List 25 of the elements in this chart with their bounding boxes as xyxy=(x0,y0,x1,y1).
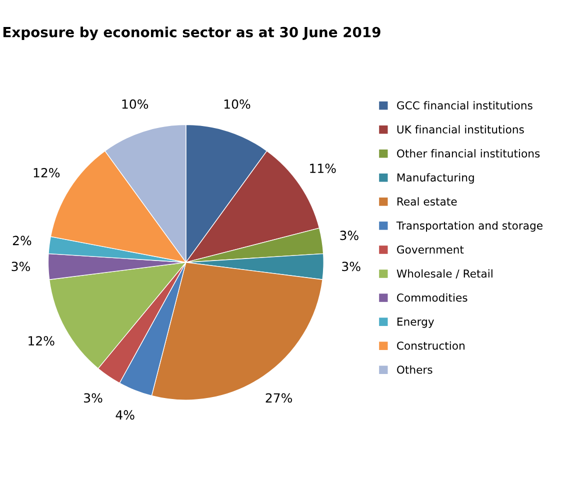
data-label: 11% xyxy=(310,164,336,174)
legend-label: Others xyxy=(397,365,432,374)
data-label: 4% xyxy=(116,410,134,420)
legend-label: Construction xyxy=(397,341,464,350)
data-label: 3% xyxy=(342,262,360,272)
legend-label: Other financial institutions xyxy=(397,149,540,158)
legend-label: GCC financial institutions xyxy=(397,101,532,110)
data-label: 10% xyxy=(224,99,250,109)
data-label: 27% xyxy=(266,393,292,403)
chart-title: Exposure by economic sector as at 30 June 2019 xyxy=(3,26,380,40)
data-label: 3% xyxy=(340,230,358,240)
data-label: 12% xyxy=(28,336,54,346)
legend-label: Manufacturing xyxy=(397,173,474,184)
data-label: 3% xyxy=(84,393,102,403)
data-label: 12% xyxy=(34,168,60,178)
data-label: 10% xyxy=(122,99,148,109)
legend-label: Government xyxy=(397,245,464,254)
legend-label: Real estate xyxy=(397,197,457,206)
legend-label: Commodities xyxy=(397,293,468,302)
data-label: 2% xyxy=(12,236,32,246)
legend-label: UK financial institutions xyxy=(397,125,524,134)
legend-label: Transportation and storage xyxy=(396,221,542,232)
legend-label: Wholesale / Retail xyxy=(396,269,492,279)
legend-label: Energy xyxy=(397,318,434,328)
data-label: 3% xyxy=(12,262,30,272)
